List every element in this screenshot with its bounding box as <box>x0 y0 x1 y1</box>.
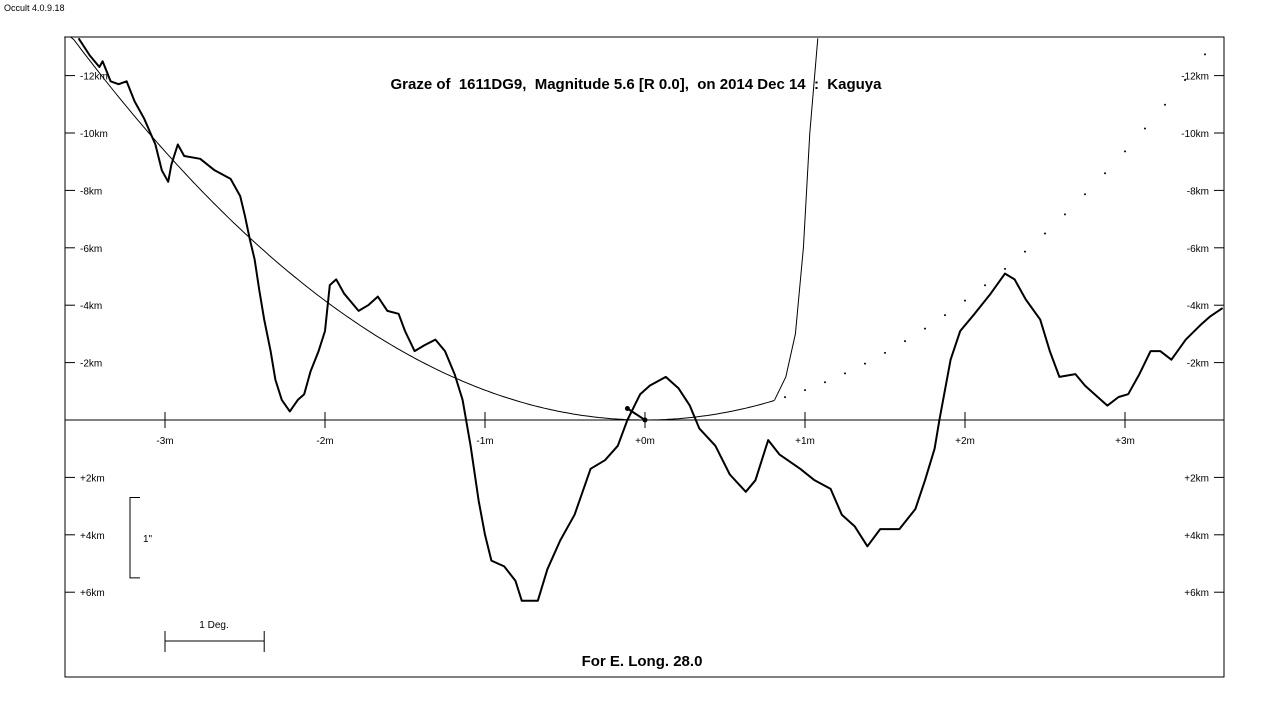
plot-frame <box>64 36 1225 678</box>
limit-curve-dot <box>1044 232 1046 235</box>
y-tick-label-left: -10km <box>80 129 108 140</box>
limit-curve-dot <box>1084 193 1086 196</box>
limit-curve-dot <box>924 327 926 330</box>
y-tick-label-right: -2km <box>1187 359 1209 370</box>
limit-curve-dot <box>1064 213 1066 216</box>
scale-arcsec-bracket <box>129 496 140 579</box>
limit-curve-dot <box>804 389 806 392</box>
y-tick-label-right: +4km <box>1184 531 1209 542</box>
y-tick-label-right: +2km <box>1184 473 1209 484</box>
y-tick-label-right: -6km <box>1187 244 1209 255</box>
x-tick-label: +0m <box>635 436 655 447</box>
limit-curve-dot <box>904 340 906 343</box>
x-tick-label: -3m <box>156 436 173 447</box>
limit-curve-steep <box>774 38 819 401</box>
y-tick-label-right: -10km <box>1181 129 1209 140</box>
y-tick-label-left: +6km <box>80 588 105 599</box>
y-tick-label-left: -4km <box>80 301 102 312</box>
chart-title: Graze of 1611DG9, Magnitude 5.6 [R 0.0],… <box>390 76 882 93</box>
scale-deg-bar <box>164 631 265 652</box>
limit-curve-dot <box>1024 250 1026 253</box>
limit-curve-dot <box>844 372 846 375</box>
limit-curve-dot <box>1164 103 1166 106</box>
limit-curve-dot <box>1104 172 1106 175</box>
limit-curve-dot <box>1144 127 1146 130</box>
limit-curve-dot <box>784 396 786 399</box>
x-tick-label: -1m <box>476 436 493 447</box>
app-version: Occult 4.0.9.18 <box>4 3 65 13</box>
y-tick-label-left: -6km <box>80 244 102 255</box>
y-tick-label-right: -12km <box>1181 72 1209 83</box>
chart-footer: For E. Long. 28.0 <box>582 653 703 670</box>
y-tick-label-left: -12km <box>80 72 108 83</box>
y-tick-label-left: +4km <box>80 531 105 542</box>
y-tick-label-right: -8km <box>1187 186 1209 197</box>
limit-curve <box>64 36 775 421</box>
star-path-marker <box>626 407 646 421</box>
y-tick-label-right: +6km <box>1184 588 1209 599</box>
y-tick-label-right: -4km <box>1187 301 1209 312</box>
marker-dot <box>624 406 630 412</box>
limit-curve-dot <box>1124 150 1126 153</box>
limit-curve-dot <box>864 362 866 365</box>
y-tick-label-left: -2km <box>80 359 102 370</box>
scale-deg-label: 1 Deg. <box>199 620 228 631</box>
x-tick-label: +1m <box>795 436 815 447</box>
limit-curve-dot <box>984 284 986 287</box>
limb-profile-line <box>77 37 1224 602</box>
x-tick-label: +2m <box>955 436 975 447</box>
limit-curve-dot <box>964 299 966 302</box>
limit-curve-dot <box>824 381 826 384</box>
limit-curve-dot <box>1184 79 1186 82</box>
limit-curve-dot <box>944 314 946 317</box>
limit-curve-dot <box>884 351 886 354</box>
y-tick-label-left: -8km <box>80 186 102 197</box>
limit-curve-dot <box>1204 53 1206 56</box>
x-tick-label: -2m <box>316 436 333 447</box>
y-tick-label-left: +2km <box>80 473 105 484</box>
marker-dot <box>642 417 648 423</box>
scale-arcsec-label: 1" <box>143 534 153 545</box>
x-tick-label: +3m <box>1115 436 1135 447</box>
limit-curve-dot <box>1004 267 1006 270</box>
